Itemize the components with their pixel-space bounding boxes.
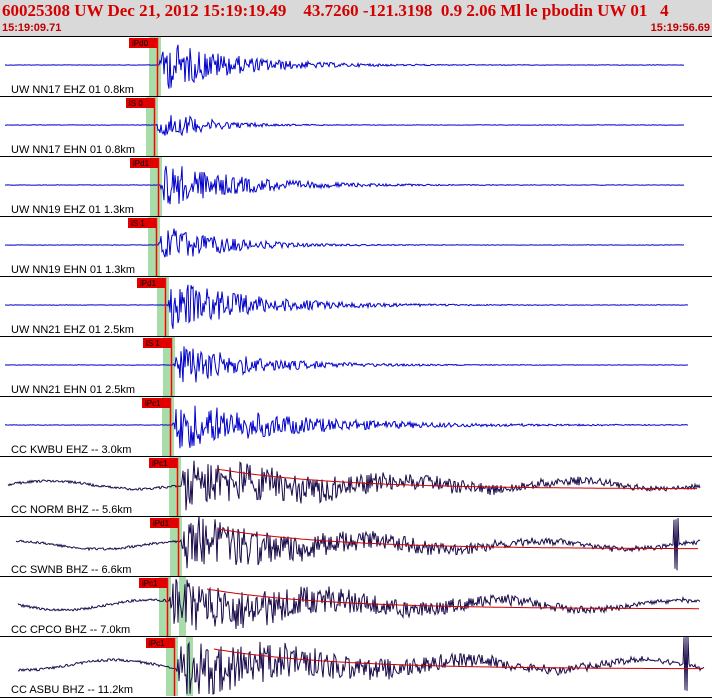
trace-panel: iPd1 CC SWNB BHZ -- 6.6km [0,515,712,576]
station-label: CC ASBU BHZ -- 11.2km [11,684,133,696]
waveform-trace [4,165,685,205]
pick-label-tag[interactable] [149,458,177,468]
event-title: 60025308 UW Dec 21, 2012 15:19:19.49 43.… [2,1,669,20]
trace-panel: iPc1 CC NORM BHZ -- 5.6km [0,456,712,516]
pick-label-tag[interactable] [139,578,167,588]
trace-panel: iPd1 UW NN19 EHZ 01 1.3km [0,156,712,216]
pick-label-tag[interactable] [150,518,178,528]
pick-window [179,577,186,636]
pick-label: iPd0 [132,39,149,48]
pick-label: iPd1 [133,159,150,168]
waveform-trace [4,405,689,449]
pick-label-tag[interactable] [128,218,156,228]
waveform-trace [4,228,685,258]
waveform-trace [17,579,701,631]
amplitude-envelope [213,648,703,670]
pick-label-tag[interactable] [143,338,171,348]
seismogram-panels: iPd0 UW NN17 EHZ 01 0.8km iS 0 UW NN17 EHN … [0,36,712,698]
amplitude-envelope [216,468,697,490]
pick-label: iPc1 [149,639,165,648]
station-label: UW NN21 EHN 01 2.5km [11,384,135,396]
trace-panel: iS 1 UW NN19 EHN 01 1.3km [0,216,712,276]
end-time-label: 15:19:56.69 [650,22,710,34]
waveform-trace [17,635,705,695]
pick-label: iS 0 [129,99,143,108]
pick-label-tag[interactable] [129,38,157,48]
waveform-trace [4,44,685,89]
event-header: 60025308 UW Dec 21, 2012 15:19:19.49 43.… [0,0,712,36]
waveform-trace [15,515,701,571]
station-label: CC KWBU EHZ -- 3.0km [11,444,131,456]
pick-label-tag[interactable] [146,638,174,648]
station-label: CC NORM BHZ -- 5.6km [11,504,132,516]
pick-label: iPd1 [140,279,157,288]
station-label: CC SWNB BHZ -- 6.6km [11,564,131,576]
trace-panel: iPd0 UW NN17 EHZ 01 0.8km [0,36,712,96]
station-label: UW NN21 EHZ 01 2.5km [11,324,134,336]
pick-label: iS 1 [146,339,160,348]
waveform-trace [4,115,685,137]
trace-panel: iPc1 CC ASBU BHZ -- 11.2km [0,635,712,696]
pick-label: iPd1 [153,519,170,528]
amplitude-envelope [217,528,698,550]
waveform-trace [7,460,701,511]
waveform-trace [4,346,688,383]
pick-label: iPc1 [145,399,161,408]
pick-label: iPc1 [142,579,158,588]
pick-label: iS 1 [131,219,145,228]
station-label: UW NN19 EHN 01 1.3km [11,264,135,276]
station-label: UW NN17 EHN 01 0.8km [11,144,135,156]
trace-panel: iS 0 UW NN17 EHN 01 0.8km [0,96,712,156]
pick-label-tag[interactable] [126,98,154,108]
trace-panel: iPd1 UW NN21 EHZ 01 2.5km [0,276,712,336]
trace-panel: iPc1 CC KWBU EHZ -- 3.0km [0,396,712,456]
pick-label: iPc1 [152,459,168,468]
station-label: UW NN17 EHZ 01 0.8km [11,84,134,96]
trace-panel: iS 1 UW NN21 EHN 01 2.5km [0,336,712,396]
amplitude-envelope [206,588,699,610]
station-label: UW NN19 EHZ 01 1.3km [11,204,134,216]
pick-label-tag[interactable] [130,158,158,168]
pick-label-tag[interactable] [137,278,165,288]
waveform-trace [5,284,689,329]
trace-panel: iPc1 CC CPCO BHZ -- 7.0km [0,576,712,636]
station-label: CC CPCO BHZ -- 7.0km [11,624,130,636]
pick-label-tag[interactable] [142,398,170,408]
start-time-label: 15:19:09.71 [2,22,62,34]
